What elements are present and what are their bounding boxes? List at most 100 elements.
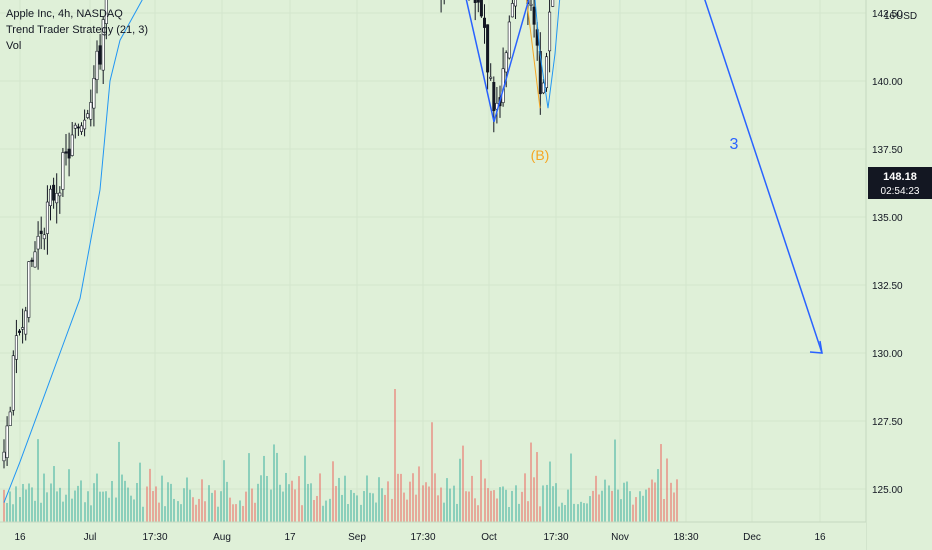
volume-bar [46, 492, 48, 522]
time-tick-label: Dec [743, 532, 761, 543]
volume-bar [350, 490, 352, 522]
volume-bar [211, 492, 213, 522]
volume-bar [87, 491, 89, 522]
volume-bar [406, 499, 408, 522]
price-tick-label: 140.00 [872, 77, 903, 88]
volume-bar [115, 497, 117, 522]
volume-bar [415, 494, 417, 522]
volume-bar [456, 503, 458, 522]
volume-bar [232, 504, 234, 522]
volume-bar [80, 480, 82, 522]
volume-bar [384, 494, 386, 522]
volume-bar [493, 490, 495, 522]
volume-bar [549, 461, 551, 522]
volume-bar [583, 503, 585, 522]
volume-bars [3, 389, 678, 522]
candle-body [76, 126, 80, 129]
volume-bar [542, 485, 544, 522]
candle-body [30, 259, 34, 262]
indicator-name[interactable]: Trend Trader Strategy (21, 3) [6, 24, 149, 36]
time-axis[interactable]: 16 Jul 17:30 Aug 17 Sep 17:30 Oct 17:30 Nov 18:30 D… [0, 521, 866, 550]
wave-line [465, 0, 495, 122]
volume-bar [595, 475, 597, 522]
price-tick-label: 137.50 [872, 145, 903, 156]
abcde-label: (B) [531, 147, 550, 163]
volume-bar [387, 481, 389, 522]
candle-body [58, 192, 62, 197]
volume-bar [164, 506, 166, 522]
volume-bar [322, 505, 324, 522]
price-axis[interactable]: 16 USD 125.00 127.50 130.00 132.50 135.00 137… [865, 0, 932, 550]
volume-bar [654, 482, 656, 522]
volume-bar [167, 482, 169, 522]
volume-bar [338, 477, 340, 522]
candle-body [27, 261, 31, 318]
volume-bar [604, 479, 606, 522]
volume-bar [294, 489, 296, 522]
volume-bar [508, 506, 510, 522]
time-tick-label: 17 [284, 532, 296, 543]
price-tick-label: 135.00 [872, 213, 903, 224]
candle-body [104, 0, 108, 25]
candle-body [36, 235, 40, 250]
candle-body [479, 0, 483, 17]
volume-bar [84, 502, 86, 522]
time-tick-label: Oct [481, 532, 497, 543]
volume-bar [524, 473, 526, 522]
volume-bar [536, 452, 538, 522]
volume-bar [598, 494, 600, 522]
volume-bar [260, 475, 262, 522]
volume-indicator-name[interactable]: Vol [6, 40, 22, 52]
volume-bar [487, 488, 489, 522]
candle-body [42, 234, 46, 240]
symbol-title[interactable]: Apple Inc, 4h, NASDAQ [6, 8, 123, 20]
candle-body [61, 152, 65, 190]
volume-bar [183, 488, 185, 522]
volume-bar [276, 452, 278, 522]
volume-bar [173, 498, 175, 522]
time-tick-label: 18:30 [673, 532, 698, 543]
candle-body [504, 52, 508, 73]
volume-bar [657, 469, 659, 522]
volume-bar [74, 490, 76, 522]
volume-bar [282, 491, 284, 522]
volume-bar [313, 499, 315, 522]
volume-bar [372, 493, 374, 522]
volume-bar [555, 483, 557, 522]
volume-bar [539, 506, 541, 522]
volume-bar [626, 481, 628, 522]
candle-body [45, 201, 49, 234]
time-tick-label: Sep [348, 532, 366, 543]
volume-bar [43, 473, 45, 522]
volume-bar [161, 475, 163, 522]
candle-body [52, 184, 56, 201]
volume-bar [502, 486, 504, 522]
volume-bar [620, 499, 622, 522]
candle-body [101, 19, 105, 71]
volume-bar [235, 504, 237, 522]
volume-bar [186, 477, 188, 522]
wave-label: 3 [730, 136, 739, 153]
volume-bar [564, 505, 566, 522]
volume-bar [127, 487, 129, 522]
volume-bar [254, 502, 256, 522]
volume-bar [307, 483, 309, 522]
price-tick-labels: 125.00 127.50 130.00 132.50 135.00 137.50 140.… [872, 9, 903, 496]
candle-body [482, 17, 486, 28]
candle-body [70, 134, 74, 156]
volume-bar [496, 498, 498, 522]
last-price-tag [868, 167, 932, 199]
volume-bar [366, 475, 368, 522]
price-tick-label: 127.50 [872, 417, 903, 428]
volume-bar [71, 498, 73, 522]
currency-label[interactable]: USD [896, 11, 917, 22]
chart-legend: Apple Inc, 4h, NASDAQ Trend Trader Strat… [6, 6, 148, 54]
wave-3-arrowhead [809, 340, 823, 354]
volume-bar [518, 503, 520, 522]
candle-body [492, 82, 496, 112]
candle-body [67, 148, 71, 159]
candle-body [8, 411, 12, 426]
volume-bar [369, 492, 371, 522]
volume-bar [409, 481, 411, 522]
